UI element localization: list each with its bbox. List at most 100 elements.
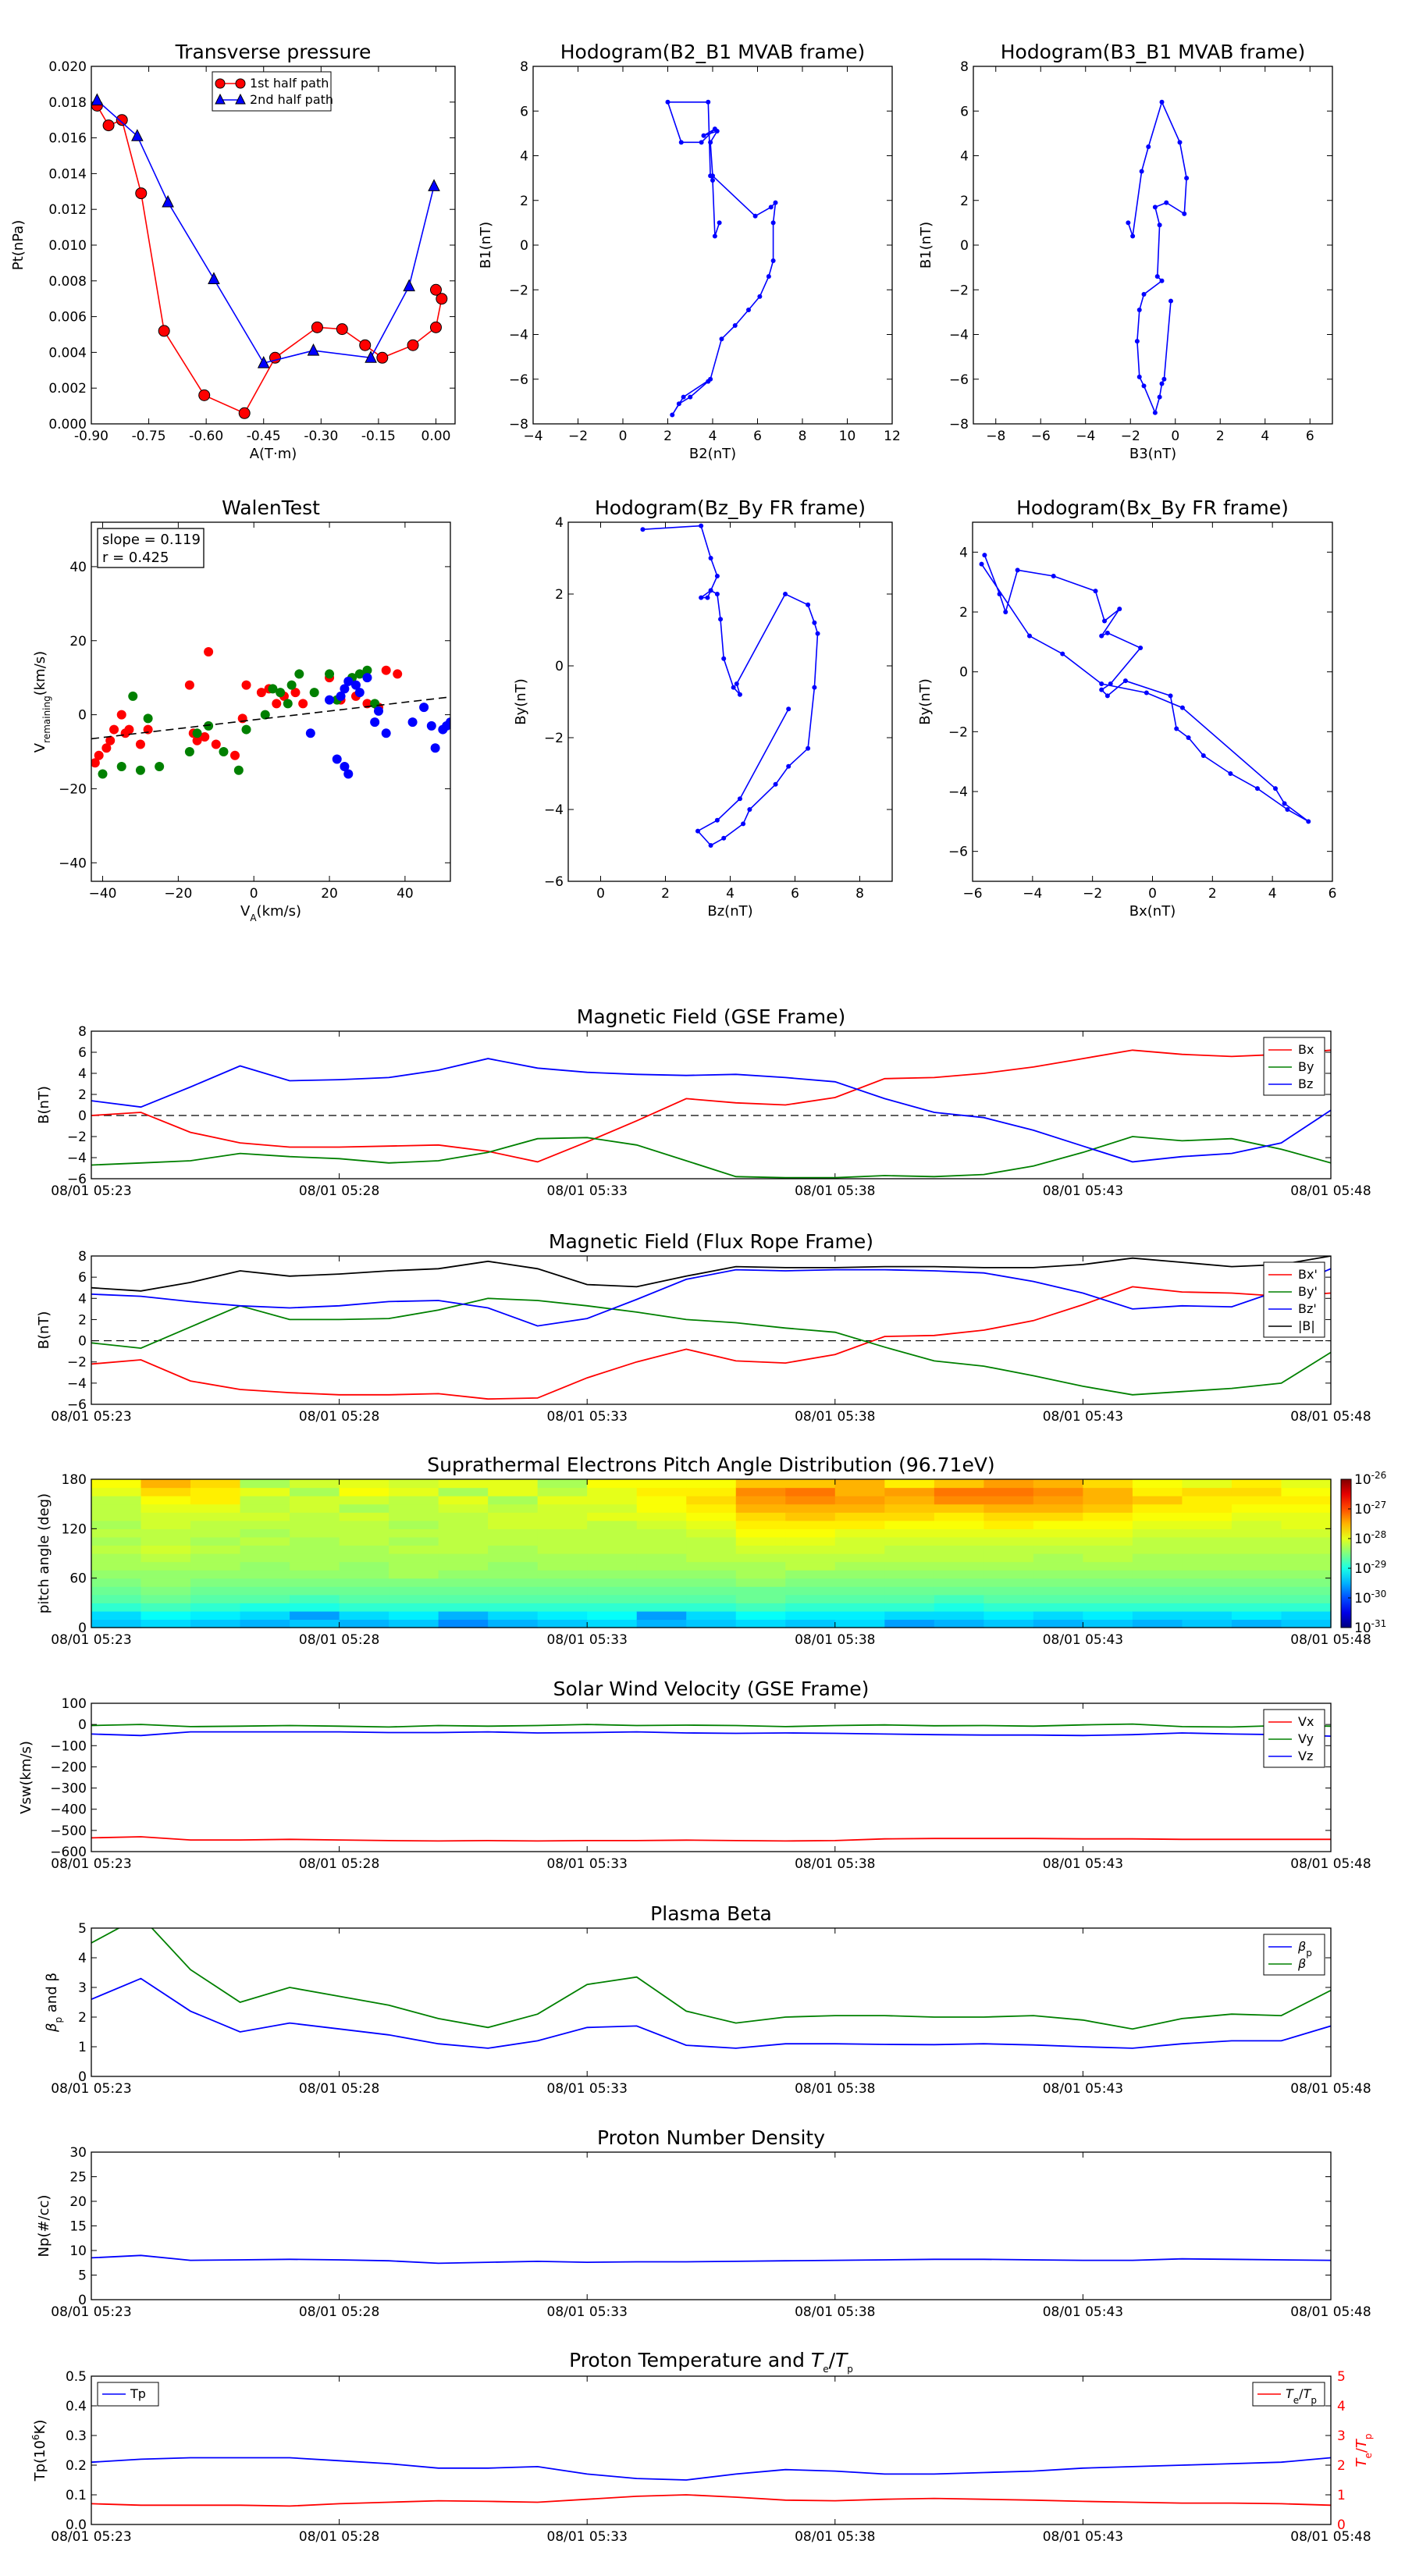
heatmap-cell [438, 1603, 489, 1612]
heatmap-cell [636, 1603, 687, 1612]
y-tick-label: 0.000 [48, 417, 87, 432]
heatmap-cell [834, 1594, 885, 1603]
y-tick-label: 3 [78, 1980, 87, 1996]
data-point [162, 194, 174, 208]
y2-tick-label: 4 [1337, 2399, 1346, 2414]
legend-label-part: e [1293, 2395, 1299, 2406]
heatmap-cell [984, 1586, 1034, 1596]
heatmap-cell [290, 1586, 340, 1596]
y-tick-label: 0.4 [66, 2399, 87, 2414]
data-point [721, 835, 727, 841]
heatmap-cell [91, 1520, 142, 1529]
x-tick-label: 08/01 05:38 [795, 1632, 875, 1648]
heatmap-cell [240, 1520, 290, 1529]
colorbar-tick-label: 10-29 [1354, 1559, 1386, 1577]
heatmap-cell [389, 1479, 439, 1489]
y-axis-label-part: 6 [30, 2434, 41, 2440]
x-tick-label: 2 [1208, 886, 1217, 902]
heatmap-cell [884, 1487, 935, 1496]
heatmap-cell [190, 1594, 241, 1603]
heatmap-cell [884, 1503, 935, 1513]
heatmap-cell [488, 1536, 539, 1546]
heatmap-cell [1231, 1619, 1282, 1628]
data-point [325, 695, 335, 705]
data-point [305, 728, 315, 738]
data-point [340, 684, 350, 694]
series-line [91, 2494, 1331, 2507]
x-tick-label: 2 [1216, 429, 1225, 444]
x-tick-label: 08/01 05:48 [1290, 2529, 1371, 2545]
heatmap-cell [488, 1496, 539, 1505]
data-point [695, 828, 700, 834]
heatmap-cell [934, 1545, 984, 1554]
heatmap-cell [140, 1594, 191, 1603]
x-tick-label: 8 [855, 886, 864, 902]
y-tick-label: 8 [960, 59, 969, 75]
x-tick-label: 2 [661, 886, 670, 902]
heatmap-cell [785, 1570, 836, 1579]
heatmap-cell [785, 1479, 836, 1489]
heatmap-cell [785, 1487, 836, 1496]
x-tick-label: 4 [709, 429, 717, 444]
x-tick-label: 4 [1268, 886, 1277, 902]
heatmap-cell [488, 1553, 539, 1563]
heatmap-cell [587, 1561, 638, 1571]
heatmap-cell [389, 1619, 439, 1628]
heatmap-cell [1132, 1512, 1183, 1521]
series-line [91, 2457, 1331, 2481]
x-tick-label: 08/01 05:28 [299, 1856, 379, 1872]
x-tick-label: −2 [1083, 886, 1102, 902]
heatmap-cell [438, 1503, 489, 1513]
heatmap-cell [240, 1610, 290, 1621]
x-tick-label: 08/01 05:43 [1043, 1183, 1123, 1199]
data-point [741, 821, 746, 827]
colorbar-tick-label-part: 10 [1354, 1532, 1371, 1547]
x-tick-label: 08/01 05:38 [795, 1183, 875, 1199]
data-point [1130, 233, 1136, 239]
data-point [1254, 786, 1260, 792]
heatmap-cell [686, 1512, 737, 1521]
heatmap-cell [140, 1603, 191, 1612]
heatmap-cell [91, 1586, 142, 1596]
data-point [1136, 374, 1142, 379]
heatmap-cell [735, 1594, 786, 1603]
data-point [105, 735, 116, 745]
heatmap-cell [140, 1545, 191, 1554]
heatmap-cell [884, 1553, 935, 1563]
y-tick-label: 25 [69, 2170, 87, 2186]
data-point [688, 394, 693, 400]
legend-label-part: / [1299, 2386, 1304, 2401]
heatmap-cell [537, 1520, 588, 1529]
heatmap-cell [290, 1512, 340, 1521]
heatmap-cell [1231, 1545, 1282, 1554]
data-point [336, 691, 346, 701]
data-point [1186, 735, 1191, 740]
legend-label-part: T [1304, 2386, 1312, 2401]
heatmap-cell [339, 1603, 389, 1612]
heatmap-cell [438, 1528, 489, 1538]
data-point [770, 258, 776, 264]
x-tick-label: 20 [321, 886, 338, 902]
heatmap-cell [735, 1603, 786, 1612]
legend-label-part: β [1297, 1939, 1306, 1954]
heatmap-cell [190, 1603, 241, 1612]
series-line [91, 1977, 1331, 2049]
colorbar [1340, 1478, 1352, 1628]
heatmap-cell [389, 1536, 439, 1546]
y-tick-label: 30 [69, 2145, 87, 2161]
heatmap-cell [785, 1594, 836, 1603]
data-point [708, 843, 713, 848]
heatmap-cell [686, 1586, 737, 1596]
heatmap-cell [735, 1545, 786, 1554]
heatmap-cell [834, 1512, 885, 1521]
x-tick-label: 08/01 05:33 [547, 2529, 628, 2545]
heatmap-cell [1182, 1586, 1232, 1596]
data-point [1182, 211, 1187, 216]
heatmap-cell [686, 1479, 737, 1489]
heatmap-cell [389, 1561, 439, 1571]
y-tick-label: 0 [78, 1334, 87, 1350]
y-tick-label: 0.008 [48, 274, 87, 290]
data-point [204, 720, 214, 731]
heatmap-cell [1033, 1528, 1083, 1538]
data-point [1141, 291, 1147, 297]
